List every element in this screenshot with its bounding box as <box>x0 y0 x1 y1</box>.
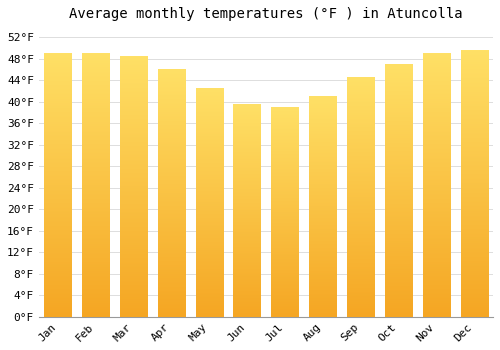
Title: Average monthly temperatures (°F ) in Atuncolla: Average monthly temperatures (°F ) in At… <box>69 7 462 21</box>
